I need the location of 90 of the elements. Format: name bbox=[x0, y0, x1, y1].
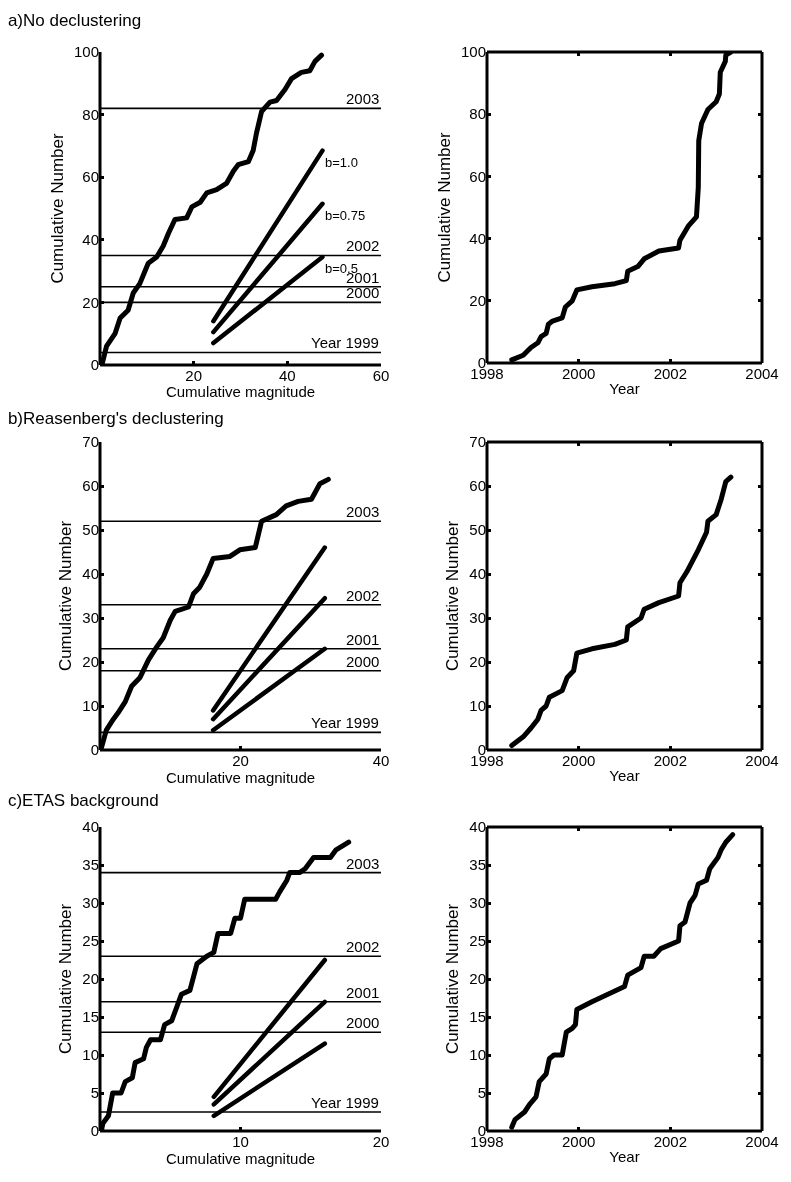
y-tick-label: 40 bbox=[469, 818, 486, 836]
y-tick-label: 10 bbox=[82, 1046, 99, 1064]
x-tick-label: 20 bbox=[372, 1133, 390, 1150]
y-tick-label: 70 bbox=[82, 433, 99, 451]
annotation: 2000 bbox=[346, 284, 380, 301]
annotation: 2000 bbox=[346, 1014, 380, 1031]
y-tick-label: 60 bbox=[82, 477, 99, 495]
y-tick-label: 0 bbox=[90, 741, 99, 759]
y-tick-label: 60 bbox=[469, 477, 486, 495]
y-tick-label: 60 bbox=[469, 167, 486, 185]
y-axis-title: Cumulative Number bbox=[47, 133, 67, 284]
y-tick-label: 70 bbox=[469, 433, 486, 451]
y-tick-label: 80 bbox=[469, 105, 486, 123]
y-tick-label: 80 bbox=[82, 105, 99, 123]
y-tick-label: 20 bbox=[82, 970, 99, 988]
x-tick-label: 2000 bbox=[561, 1133, 596, 1150]
y-tick-label: 35 bbox=[82, 856, 99, 874]
x-tick-label: 2004 bbox=[745, 752, 779, 769]
y-tick-label: 50 bbox=[82, 521, 99, 539]
y-tick-label: 25 bbox=[82, 932, 99, 950]
y-tick-label: 40 bbox=[82, 818, 99, 836]
x-axis-title: Cumulative magnitude bbox=[165, 1150, 316, 1167]
x-axis-title: Cumulative magnitude bbox=[165, 769, 316, 786]
annotation: Year 1999 bbox=[311, 714, 379, 731]
x-axis-title: Year bbox=[609, 380, 640, 397]
x-tick-label: 10 bbox=[232, 1133, 249, 1150]
x-tick-label: 40 bbox=[278, 367, 296, 384]
annotation: 2002 bbox=[346, 587, 380, 604]
y-axis-title: Cumulative Number bbox=[434, 132, 454, 283]
y-tick-label: 50 bbox=[469, 521, 486, 539]
y-tick-label: 15 bbox=[82, 1008, 99, 1026]
annotation: Year 1999 bbox=[311, 334, 379, 351]
x-tick-label: 40 bbox=[372, 752, 390, 769]
chart-title: c)ETAS background bbox=[7, 790, 159, 810]
y-tick-label: 30 bbox=[82, 894, 99, 912]
annotation: 2001 bbox=[346, 631, 380, 648]
x-axis-title: Year bbox=[609, 767, 640, 784]
x-tick-label: 60 bbox=[372, 367, 390, 384]
y-axis-title: Cumulative Number bbox=[55, 520, 75, 672]
x-tick-label: 2004 bbox=[745, 365, 779, 382]
y-tick-label: 0 bbox=[90, 1122, 99, 1140]
annotation: 2002 bbox=[346, 237, 380, 254]
chart-title: b)Reasenberg's declustering bbox=[7, 408, 224, 428]
x-tick-label: 20 bbox=[185, 367, 203, 384]
series-label: b=1.0 bbox=[325, 155, 358, 170]
y-tick-label: 40 bbox=[469, 229, 486, 247]
x-tick-label: 2002 bbox=[653, 752, 688, 769]
chart-title: a)No declustering bbox=[7, 10, 142, 30]
x-tick-label: 2004 bbox=[745, 1133, 779, 1150]
y-tick-label: 20 bbox=[469, 653, 486, 671]
annotation: 2003 bbox=[346, 855, 380, 872]
y-tick-label: 10 bbox=[469, 697, 486, 715]
annotation: Year 1999 bbox=[311, 1094, 379, 1111]
x-tick-label: 20 bbox=[232, 752, 249, 769]
x-axis-title: Year bbox=[609, 1148, 640, 1165]
y-tick-label: 10 bbox=[82, 697, 99, 715]
y-tick-label: 10 bbox=[469, 1046, 486, 1064]
x-tick-label: 2002 bbox=[653, 365, 688, 382]
y-tick-label: 35 bbox=[469, 856, 486, 874]
y-tick-label: 100 bbox=[460, 43, 486, 61]
annotation: 2000 bbox=[346, 653, 380, 670]
series-label: b=0.75 bbox=[325, 208, 366, 223]
y-tick-label: 100 bbox=[73, 43, 99, 61]
y-tick-label: 40 bbox=[469, 565, 486, 583]
y-tick-label: 30 bbox=[82, 609, 99, 627]
y-axis-title: Cumulative Number bbox=[55, 903, 75, 1055]
y-tick-label: 20 bbox=[469, 292, 486, 310]
annotation: 2003 bbox=[346, 503, 380, 520]
y-tick-label: 30 bbox=[469, 894, 486, 912]
y-tick-label: 60 bbox=[82, 168, 99, 186]
annotation: 2001 bbox=[346, 984, 380, 1001]
x-axis-title: Cumulative magnitude bbox=[165, 383, 316, 400]
y-tick-label: 20 bbox=[469, 970, 486, 988]
y-tick-label: 40 bbox=[82, 565, 99, 583]
y-axis-title: Cumulative Number bbox=[442, 520, 462, 672]
y-tick-label: 5 bbox=[90, 1084, 99, 1102]
x-tick-label: 2000 bbox=[561, 365, 596, 382]
x-tick-label: 2000 bbox=[561, 752, 596, 769]
y-axis-title: Cumulative Number bbox=[442, 903, 462, 1055]
annotation: 2002 bbox=[346, 938, 380, 955]
y-tick-label: 30 bbox=[469, 609, 486, 627]
y-tick-label: 5 bbox=[477, 1084, 486, 1102]
y-tick-label: 20 bbox=[82, 653, 99, 671]
annotation: 2003 bbox=[346, 90, 380, 107]
y-tick-label: 20 bbox=[82, 293, 99, 311]
x-tick-label: 2002 bbox=[653, 1133, 688, 1150]
y-tick-label: 0 bbox=[90, 356, 99, 374]
y-tick-label: 15 bbox=[469, 1008, 486, 1026]
y-tick-label: 25 bbox=[469, 932, 486, 950]
y-tick-label: 40 bbox=[82, 231, 99, 249]
